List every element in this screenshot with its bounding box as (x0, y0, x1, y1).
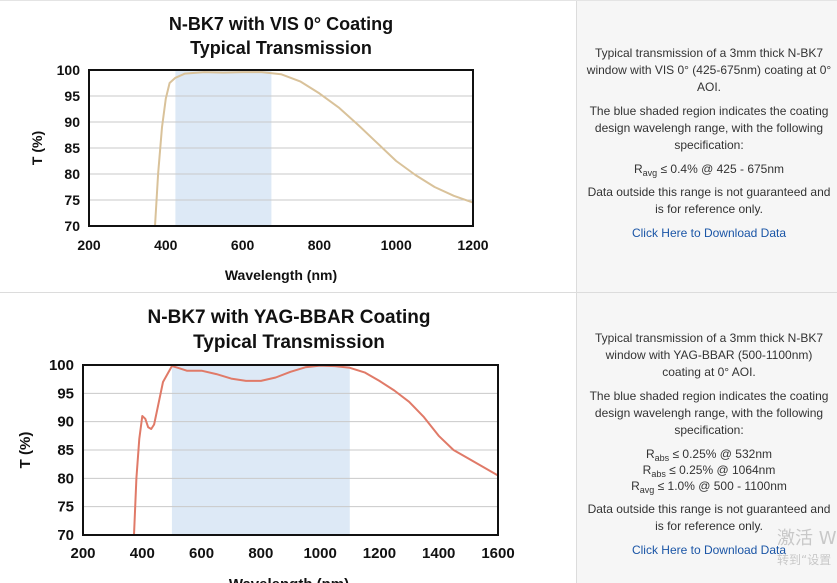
download-data-link[interactable]: Click Here to Download Data (631, 226, 787, 240)
x-tick-label: 600 (189, 545, 214, 562)
x-tick-label: 400 (154, 237, 178, 253)
chart-cell-1: 70 75 80 85 90 95 100 200 400 600 800 1000 1200 N-BK7… (0, 1, 576, 293)
y-tick-label: 90 (57, 414, 74, 431)
x-axis-label: Wavelength (nm) (225, 267, 337, 283)
os-activation-watermark: 激活 W (777, 528, 837, 549)
y-tick-label: 95 (57, 385, 74, 402)
description-text: Typical transmission of a 3mm thick N-BK… (586, 46, 832, 94)
chart-title: N-BK7 with YAG-BBAR Coating (148, 307, 431, 328)
spec-line: Rabs ≤ 0.25% @ 532nm (645, 447, 772, 463)
spec-line: Ravg ≤ 1.0% @ 500 - 1100nm (631, 479, 787, 495)
y-tick-label: 85 (57, 442, 74, 459)
x-axis-label: Wavelength (nm) (229, 576, 349, 583)
y-tick-label: 90 (64, 114, 80, 130)
series-line (133, 364, 498, 535)
chart-yag-bbar-coating: 70 75 80 85 90 95 100 200 400 600 800 1000 1200 1400 1… (17, 307, 515, 583)
spec-list: Ravg ≤ 0.4% @ 425 - 675nm (585, 161, 833, 178)
description-panel-1: Typical transmission of a 3mm thick N-BK… (576, 1, 837, 293)
x-tick-label: 400 (130, 545, 155, 562)
download-data-link[interactable]: Click Here to Download Data (631, 543, 787, 557)
x-tick-label: 600 (231, 237, 255, 253)
plot-frame (88, 69, 474, 227)
x-tick-label: 800 (308, 237, 332, 253)
y-tick-label: 100 (49, 357, 74, 374)
x-tick-label: 1000 (303, 545, 336, 562)
disclaimer-text: Data outside this range is not guarantee… (587, 185, 831, 216)
y-tick-label: 80 (57, 470, 74, 487)
x-tick-label: 1200 (457, 237, 488, 253)
chart-row-2: 70 75 80 85 90 95 100 200 400 600 800 1000 1200 1400 1… (0, 292, 837, 583)
y-tick-label: 75 (64, 192, 80, 208)
chart-cell-2: 70 75 80 85 90 95 100 200 400 600 800 1000 1200 1400 1… (0, 293, 576, 583)
x-tick-label: 1600 (481, 545, 514, 562)
spec-line: Rabs ≤ 0.25% @ 1064nm (642, 463, 776, 479)
chart-subtitle: Typical Transmission (190, 38, 372, 58)
x-tick-label: 1000 (381, 237, 412, 253)
series-line (154, 71, 473, 226)
plot-frame (82, 364, 499, 536)
y-tick-label: 95 (64, 88, 80, 104)
shaded-region-note: The blue shaded region indicates the coa… (589, 104, 829, 152)
description-panel-2: Typical transmission of a 3mm thick N-BK… (576, 293, 837, 583)
x-tick-label: 200 (70, 545, 95, 562)
y-tick-label: 85 (64, 140, 80, 156)
spec-line: Ravg ≤ 0.4% @ 425 - 675nm (633, 162, 785, 178)
chart-row-1: 70 75 80 85 90 95 100 200 400 600 800 1000 1200 N-BK7… (0, 0, 837, 293)
x-tick-label: 1200 (363, 545, 396, 562)
chart-subtitle: Typical Transmission (193, 332, 385, 353)
y-tick-label: 80 (64, 166, 80, 182)
y-tick-label: 70 (57, 527, 74, 544)
y-axis-label: T (%) (17, 432, 34, 469)
x-tick-label: 200 (77, 237, 101, 253)
chart-title: N-BK7 with VIS 0° Coating (169, 14, 393, 34)
chart-vis-coating: 70 75 80 85 90 95 100 200 400 600 800 1000 1200 N-BK7… (29, 14, 489, 283)
x-tick-label: 1400 (422, 545, 455, 562)
description-text: Typical transmission of a 3mm thick N-BK… (594, 331, 824, 379)
x-tick-label: 800 (248, 545, 273, 562)
y-tick-label: 100 (57, 62, 81, 78)
y-axis-label: T (%) (29, 131, 45, 165)
shaded-region-note: The blue shaded region indicates the coa… (589, 389, 829, 437)
os-activation-watermark-hint: 转到“设置 (777, 553, 832, 567)
y-tick-label: 70 (64, 218, 80, 234)
spec-list: Rabs ≤ 0.25% @ 532nm Rabs ≤ 0.25% @ 1064… (585, 446, 833, 495)
y-tick-label: 75 (57, 499, 74, 516)
disclaimer-text: Data outside this range is not guarantee… (587, 502, 831, 533)
